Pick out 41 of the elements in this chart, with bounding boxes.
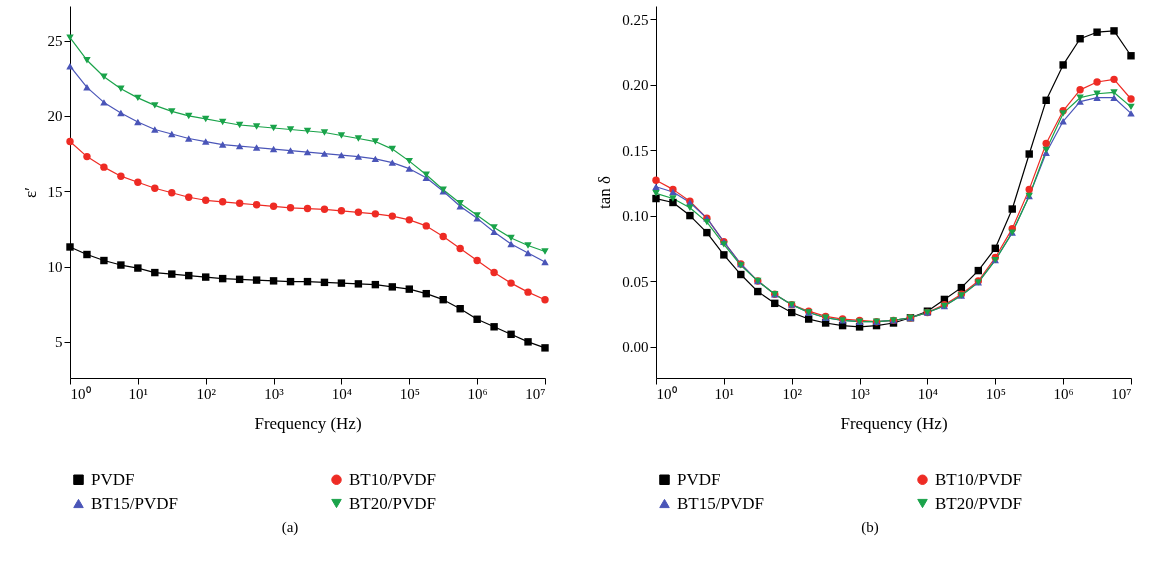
x-tick-label: 10⁷	[1111, 385, 1132, 402]
y-axis-title: tan δ	[595, 175, 615, 210]
x-tick-label: 10¹	[714, 385, 735, 402]
x-tick-label: 10²	[196, 385, 217, 402]
legend-label: PVDF	[91, 469, 135, 489]
x-tick-label: 10³	[850, 385, 871, 402]
x-tick-label: 10⁴	[917, 385, 939, 402]
y-tick-label: 20	[47, 108, 63, 125]
y-tick-label: 0.15	[622, 142, 649, 159]
x-tick-label: 10³	[264, 385, 285, 402]
y-axis-title: ε′	[20, 187, 40, 198]
x-axis-title: Frequency (Hz)	[840, 413, 948, 433]
text: (a)	[281, 519, 299, 536]
x-tick-label: 10¹	[128, 385, 149, 402]
legend-label: PVDF	[677, 469, 721, 489]
y-tick-label: 0.05	[622, 273, 649, 290]
x-tick-label: 10⁵	[985, 385, 1006, 402]
legend-label: BT15/PVDF	[91, 493, 178, 513]
x-tick-label: 10⁰	[656, 385, 677, 402]
y-tick-label: 15	[47, 183, 63, 200]
x-tick-label: 10⁶	[1053, 385, 1074, 402]
y-tick-label: 0.10	[622, 208, 649, 225]
legend-label: BT20/PVDF	[935, 493, 1022, 513]
legend-label: BT10/PVDF	[935, 469, 1022, 489]
x-axis-title: Frequency (Hz)	[254, 413, 362, 433]
x-tick-label: 10²	[782, 385, 803, 402]
x-tick-label: 10⁴	[331, 385, 353, 402]
y-tick-label: 10	[47, 259, 63, 276]
x-tick-label: 10⁷	[525, 385, 546, 402]
y-tick-label: 0.00	[622, 339, 649, 356]
legend-label: BT20/PVDF	[349, 493, 436, 513]
text: (b)	[861, 519, 879, 536]
y-tick-label: 0.25	[622, 11, 649, 28]
x-tick-label: 10⁶	[467, 385, 488, 402]
x-tick-label: 10⁰	[70, 385, 91, 402]
y-tick-label: 5	[55, 334, 63, 351]
y-tick-label: 25	[47, 33, 63, 50]
y-tick-label: 0.20	[622, 77, 649, 94]
legend-label: BT10/PVDF	[349, 469, 436, 489]
x-tick-label: 10⁵	[399, 385, 420, 402]
legend-label: BT15/PVDF	[677, 493, 764, 513]
